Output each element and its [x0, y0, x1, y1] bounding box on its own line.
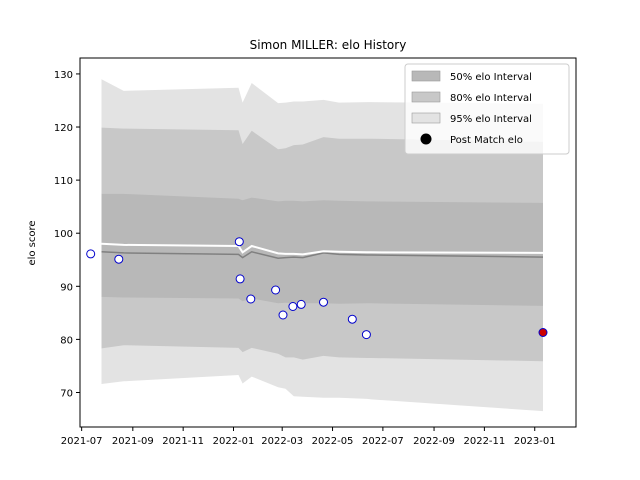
x-tick-label: 2022-09 — [413, 436, 455, 447]
x-tick-label: 2021-09 — [112, 436, 154, 447]
legend-swatch-95-elo-interval — [411, 112, 441, 124]
x-tick-label: 2021-11 — [162, 436, 204, 447]
post-match-elo-point — [538, 328, 548, 337]
x-tick-label: 2022-03 — [261, 436, 303, 447]
plot-area — [79, 57, 577, 428]
y-tick-label: 110 — [54, 176, 73, 187]
y-tick-label: 70 — [60, 388, 73, 399]
post-match-elo-point — [114, 254, 124, 264]
legend-label: 80% elo Interval — [450, 93, 532, 104]
post-match-elo-point — [246, 294, 256, 304]
post-match-elo-point — [271, 285, 281, 295]
legend: 50% elo Interval 80% elo Interval 95% elo … — [404, 63, 570, 155]
x-tick-label: 2022-05 — [312, 436, 354, 447]
y-tick-label: 90 — [60, 282, 73, 293]
y-tick-label: 120 — [54, 123, 73, 134]
expected-elo-line — [101, 242, 544, 256]
y-axis: 70 80 90 100 110 120 130 — [54, 70, 80, 399]
legend-box — [404, 63, 570, 155]
band-50-elo-interval — [101, 193, 543, 306]
plot-frame — [79, 57, 577, 428]
legend-label: 95% elo Interval — [450, 114, 532, 125]
x-axis: 2021-07 2021-09 2021-11 2022-01 2022-03 2022-… — [61, 427, 556, 447]
legend-swatch-80-elo-interval — [411, 91, 441, 103]
y-axis-title: elo score — [27, 220, 38, 265]
post-match-elo-point — [234, 237, 244, 247]
legend-marker-post-match-elo — [420, 133, 432, 145]
chart-title: Simon MILLER: elo History — [250, 38, 407, 52]
post-match-elo-point — [86, 249, 96, 259]
post-match-elo-point — [319, 297, 328, 307]
post-match-elo-point — [278, 310, 288, 320]
post-match-elo-point — [296, 299, 306, 309]
y-tick-label: 100 — [54, 229, 73, 240]
x-tick-label: 2021-07 — [61, 436, 103, 447]
x-tick-label: 2022-01 — [213, 436, 255, 447]
post-match-elo-point — [235, 274, 245, 284]
x-tick-label: 2022-07 — [362, 436, 404, 447]
y-tick-label: 80 — [60, 335, 73, 346]
legend-swatch-50-elo-interval — [411, 70, 441, 82]
y-tick-label: 130 — [54, 70, 73, 81]
post-match-elo-point — [288, 302, 298, 311]
x-tick-label: 2023-01 — [514, 436, 556, 447]
legend-label: 50% elo Interval — [450, 72, 532, 83]
post-match-elo-point — [361, 330, 371, 340]
x-tick-label: 2022-11 — [463, 436, 505, 447]
post-match-elo-point — [347, 314, 357, 324]
mean-elo-line — [101, 250, 544, 259]
legend-label: Post Match elo — [450, 135, 523, 146]
